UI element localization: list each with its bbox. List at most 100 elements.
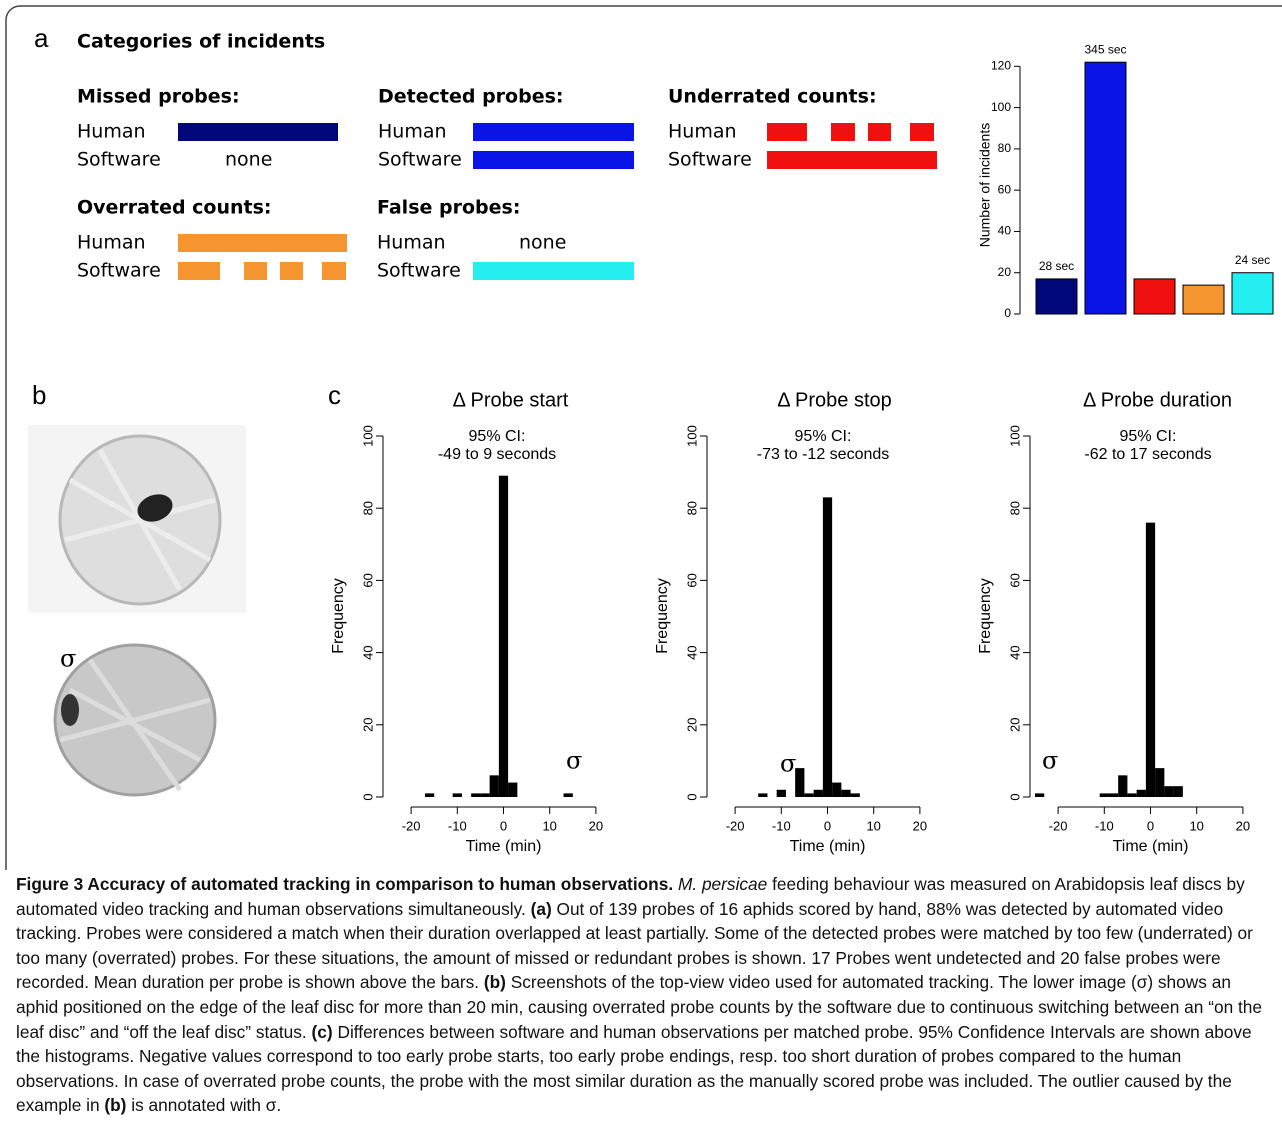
category-bar <box>244 262 267 280</box>
histogram-bar <box>1173 786 1183 797</box>
y-tick-label: 20 <box>684 718 699 732</box>
x-tick-label: 0 <box>1147 818 1154 833</box>
caption-text: is annotated with σ. <box>126 1095 282 1116</box>
sigma-label: σ <box>1042 747 1058 775</box>
ci-annotation: -73 to -12 seconds <box>757 446 890 463</box>
chart-title: Δ Probe duration <box>1083 389 1232 411</box>
panel-label: b <box>32 380 46 410</box>
caption-text: Out of 139 probes of 16 aphids scored by… <box>16 898 1253 993</box>
x-axis-label: Time (min) <box>466 838 542 855</box>
x-tick-label: 10 <box>1189 818 1203 833</box>
row-label: Software <box>77 260 161 282</box>
category-bar <box>473 262 634 280</box>
x-tick-label: -20 <box>1049 818 1068 833</box>
histogram-bar <box>1035 793 1045 797</box>
caption-text: feeding behaviour was measured on Arabid… <box>16 874 1245 919</box>
sigma-label: σ <box>60 645 76 673</box>
histogram-bar <box>471 793 481 797</box>
histogram-bar <box>1145 522 1156 797</box>
histogram-bar <box>480 793 490 797</box>
bar <box>1084 61 1127 315</box>
category-bar <box>767 151 937 169</box>
y-tick-label: 80 <box>360 501 375 515</box>
y-tick-label: 20 <box>1007 718 1022 732</box>
row-label: Software <box>378 149 462 171</box>
x-tick-label: 0 <box>824 818 831 833</box>
x-tick-label: -10 <box>1095 818 1114 833</box>
row-label: Software <box>77 149 161 171</box>
category-bar <box>767 123 807 141</box>
category-bar <box>178 262 220 280</box>
bar-label: 345 sec <box>1084 42 1126 56</box>
y-tick-label: 40 <box>1007 645 1022 659</box>
caption-text: (b) <box>483 972 506 993</box>
y-tick-label: 20 <box>360 718 375 732</box>
caption-text: Figure 3 Accuracy of automated tracking … <box>16 874 678 894</box>
y-tick-label: 60 <box>360 573 375 587</box>
leaf-image-top <box>28 425 246 613</box>
category-title: Missed probes: <box>77 86 240 108</box>
category-title: Detected probes: <box>378 86 564 108</box>
caption-text: (a) <box>530 898 552 919</box>
category-bar <box>178 123 338 141</box>
bar <box>1035 278 1078 315</box>
histogram-bar <box>498 475 509 797</box>
bar <box>1133 278 1176 315</box>
y-tick-label: 100 <box>1007 425 1022 447</box>
y-tick-label: 0 <box>1004 306 1011 320</box>
caption-text: (b) <box>104 1095 127 1116</box>
sigma-label: σ <box>566 747 582 775</box>
x-axis-label: Time (min) <box>1113 838 1189 855</box>
histogram-bar <box>489 775 499 797</box>
histogram-bar <box>1155 768 1165 797</box>
histogram-bar <box>508 782 518 797</box>
histogram-bar <box>758 793 768 797</box>
y-axis-label: Frequency <box>977 578 994 654</box>
histogram-bar <box>1164 786 1174 797</box>
ci-annotation: -49 to 9 seconds <box>438 446 556 463</box>
category-bar <box>831 123 855 141</box>
row-label: Human <box>668 121 737 143</box>
y-tick-label: 100 <box>991 100 1011 114</box>
figure-frame <box>5 5 1282 870</box>
ci-annotation: 95% CI: <box>795 428 852 445</box>
y-tick-label: 40 <box>684 645 699 659</box>
figure: a Categories of incidents b c σ Missed p… <box>5 5 1282 870</box>
y-tick-label: 60 <box>684 573 699 587</box>
x-tick-label: -10 <box>772 818 791 833</box>
x-tick-label: 10 <box>866 818 880 833</box>
y-tick-label: 0 <box>684 793 699 800</box>
histogram-bar <box>1136 789 1146 797</box>
caption-text: Screenshots of the top-view video used f… <box>16 972 1263 1042</box>
category-bar <box>473 123 634 141</box>
ci-annotation: 95% CI: <box>469 428 526 445</box>
histogram-bar <box>424 793 435 797</box>
row-note: none <box>519 232 566 254</box>
histogram-bar <box>776 789 786 797</box>
panel-title: Categories of incidents <box>77 31 325 53</box>
histogram-bar <box>1118 775 1128 797</box>
y-tick-label: 100 <box>360 425 375 447</box>
y-tick-label: 60 <box>1007 573 1022 587</box>
caption-text: (c) <box>311 1021 333 1042</box>
category-bar <box>322 262 346 280</box>
histogram-bar <box>841 789 851 797</box>
leaf-image-bottom <box>53 643 217 797</box>
caption: Figure 3 Accuracy of automated tracking … <box>16 872 1272 1118</box>
histogram-bar <box>1127 793 1137 797</box>
category-title: Underrated counts: <box>668 86 877 108</box>
category-title: False probes: <box>377 197 520 219</box>
y-tick-label: 100 <box>684 425 699 447</box>
y-tick-label: 40 <box>360 645 375 659</box>
x-tick-label: -10 <box>448 818 467 833</box>
y-tick-label: 80 <box>1007 501 1022 515</box>
bar <box>1182 284 1225 315</box>
row-label: Software <box>668 149 752 171</box>
row-label: Human <box>378 121 447 143</box>
histogram-bar <box>795 768 805 797</box>
y-tick-label: 0 <box>360 793 375 800</box>
x-tick-label: 10 <box>542 818 556 833</box>
ci-annotation: -62 to 17 seconds <box>1084 446 1211 463</box>
category-bar <box>910 123 934 141</box>
